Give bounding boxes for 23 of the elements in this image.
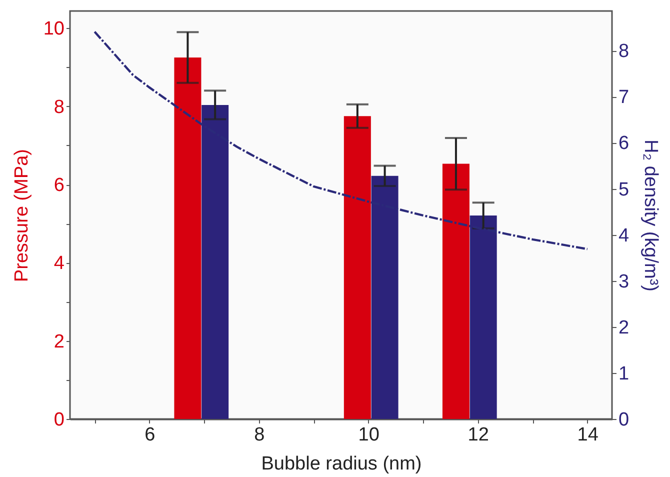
y2-tick-label: 8 (618, 41, 630, 62)
y-tick-label: 10 (43, 18, 64, 40)
y-axis-title: Pressure (MPa) (11, 148, 32, 282)
y-tick-label: 4 (54, 253, 65, 274)
x-axis-title: Bubble radius (nm) (261, 454, 422, 474)
x-tick-label: 8 (254, 424, 265, 446)
y2-tick-label: 7 (618, 87, 630, 108)
y-tick-label: 8 (54, 96, 64, 118)
y2-tick-label: 5 (618, 179, 630, 200)
y2-tick-label: 1 (618, 363, 630, 384)
y2-tick-label: 2 (618, 317, 630, 338)
y2-tick-label: 3 (618, 271, 630, 292)
x-tick-label: 14 (577, 424, 599, 446)
x-tick-label: 10 (358, 424, 380, 446)
x-tick-label: 12 (468, 424, 489, 446)
y2-tick-label: 6 (618, 133, 630, 154)
y-tick-label: 0 (54, 410, 64, 430)
y2-axis-title: H₂ density (kg/m³) (640, 139, 662, 292)
y-tick-label: 2 (54, 331, 64, 352)
y2-tick-label: 4 (618, 225, 630, 246)
y2-tick-label: 0 (618, 410, 630, 430)
x-tick-label: 6 (144, 424, 156, 446)
y-tick-label: 6 (54, 175, 64, 196)
